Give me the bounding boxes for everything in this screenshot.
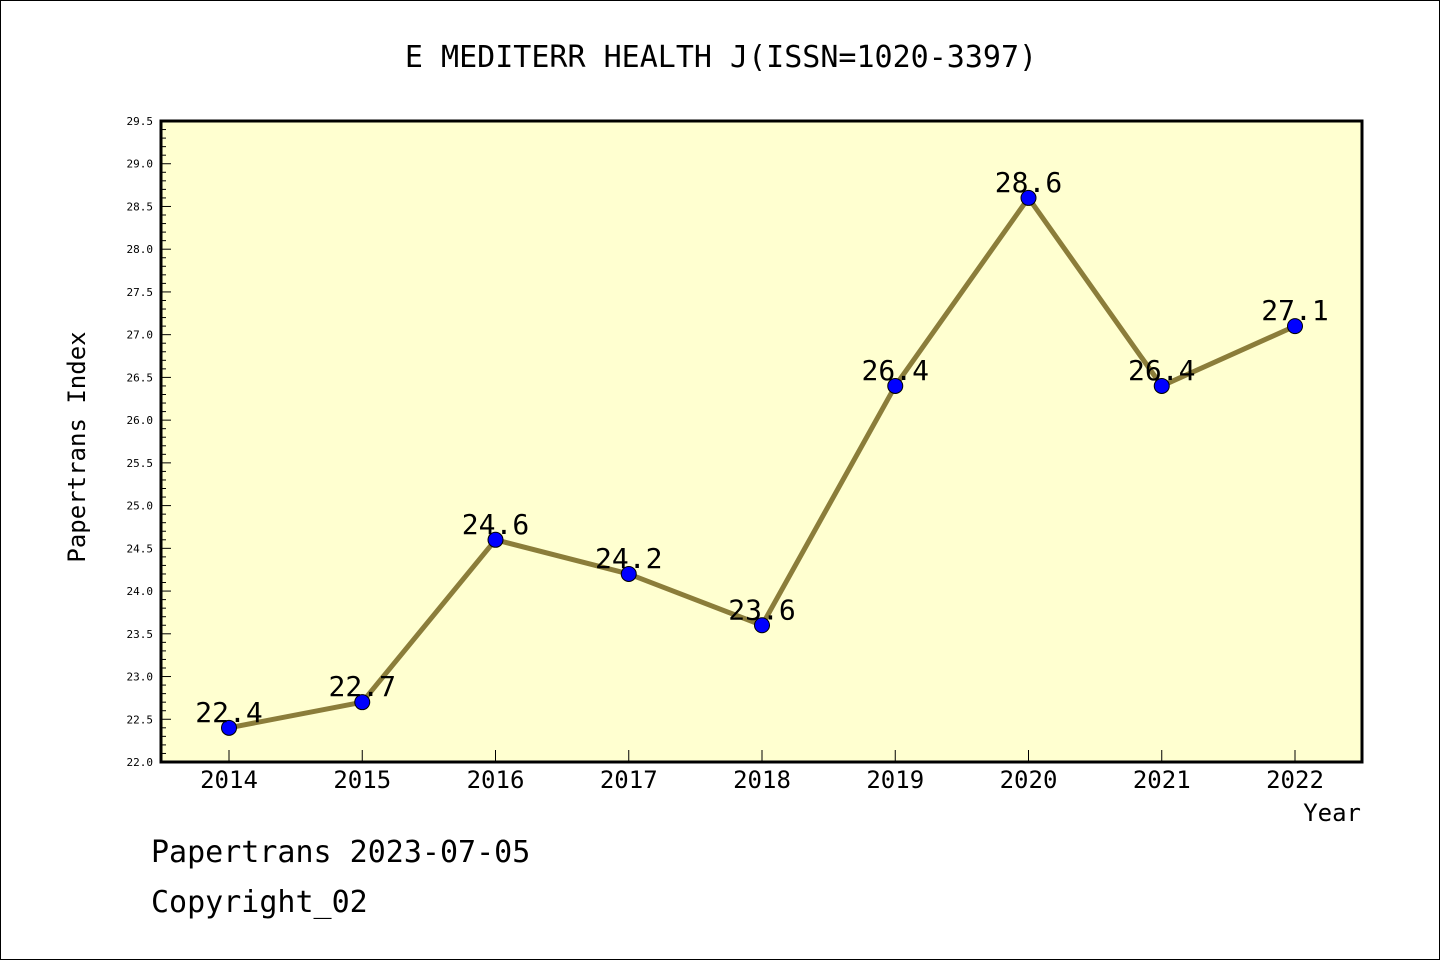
y-axis-ticks: 22.0 22.5 23.0 23.5 24.0 24.5 25.0 25.5 26.0 26.5… — [127, 115, 171, 769]
x-tick-label: 2019 — [866, 766, 924, 794]
plot-area — [161, 121, 1362, 762]
x-tick-label: 2022 — [1266, 766, 1324, 794]
x-tick-label: 2016 — [467, 766, 525, 794]
footer-date: Papertrans 2023-07-05 — [151, 835, 531, 870]
data-label: 23.6 — [728, 593, 795, 626]
data-point — [354, 694, 371, 711]
data-point — [620, 565, 637, 582]
y-tick-label: 26.5 — [127, 371, 154, 384]
y-tick-label: 28.0 — [127, 243, 154, 256]
y-tick-label: 22.5 — [127, 713, 154, 726]
x-axis-ticks: 2014 2015 2016 2017 2018 2019 2020 2021 2022 — [200, 750, 1324, 794]
x-tick-label: 2020 — [1000, 766, 1058, 794]
data-label: 26.4 — [1128, 354, 1195, 387]
data-label: 22.4 — [195, 696, 262, 729]
y-tick-label: 28.5 — [127, 200, 154, 213]
y-tick-label: 26.0 — [127, 414, 154, 427]
y-tick-label: 22.0 — [127, 756, 154, 769]
x-tick-label: 2021 — [1133, 766, 1191, 794]
y-tick-label: 29.5 — [127, 115, 154, 128]
y-tick-label: 29.0 — [127, 158, 154, 171]
x-axis-label: Year — [1303, 799, 1361, 827]
data-label: 27.1 — [1261, 294, 1328, 327]
y-tick-label: 24.5 — [127, 542, 154, 555]
x-tick-label: 2018 — [733, 766, 791, 794]
data-point — [221, 719, 237, 736]
data-point — [887, 377, 904, 394]
data-label: 24.2 — [595, 542, 662, 575]
data-markers — [221, 189, 1303, 736]
data-point — [1287, 318, 1303, 335]
data-label: 24.6 — [462, 508, 529, 541]
data-point — [487, 531, 504, 548]
x-tick-label: 2017 — [600, 766, 658, 794]
y-axis-label: Papertrans Index — [63, 331, 91, 562]
data-label: 28.6 — [995, 166, 1062, 199]
data-point — [1153, 377, 1170, 394]
data-point — [1020, 189, 1037, 206]
y-tick-label: 23.0 — [127, 671, 154, 684]
data-label: 26.4 — [862, 354, 929, 387]
y-tick-label: 25.5 — [127, 457, 154, 470]
x-tick-label: 2015 — [333, 766, 391, 794]
chart-title: E MEDITERR HEALTH J(ISSN=1020-3397) — [405, 40, 1037, 75]
y-tick-label: 27.0 — [127, 329, 154, 342]
x-tick-label: 2014 — [200, 766, 258, 794]
data-labels: 22.4 22.7 24.6 24.2 23.6 26.4 28.6 26.4 27.1 — [195, 166, 1328, 729]
y-tick-label: 23.5 — [127, 628, 154, 641]
data-point — [754, 617, 770, 634]
y-tick-label: 25.0 — [127, 500, 154, 513]
y-tick-label: 24.0 — [127, 585, 154, 598]
footer-copyright: Copyright_02 — [151, 885, 368, 920]
plot-border — [159, 119, 1364, 764]
y-tick-label: 27.5 — [127, 286, 154, 299]
data-label: 22.7 — [329, 670, 396, 703]
